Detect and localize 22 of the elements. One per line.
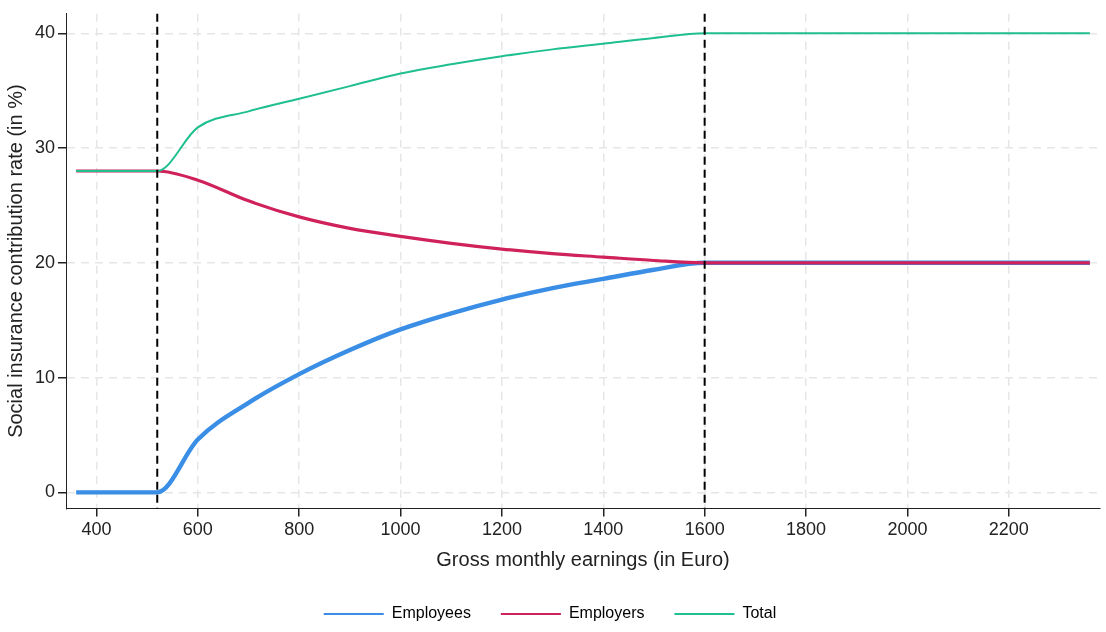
legend-label: Employees: [391, 604, 471, 622]
x-tick-label: 1400: [583, 519, 624, 540]
x-tick-label: 1000: [380, 519, 421, 540]
x-tick-label: 1600: [684, 519, 725, 540]
line-series: [74, 169, 1092, 265]
legend-label: Employers: [568, 604, 645, 622]
x-tick-label: 1200: [481, 519, 522, 540]
x-tick-label: 400: [81, 519, 112, 540]
y-axis-title: Social insurance contribution rate (in %): [3, 84, 26, 438]
line-series: [75, 32, 1091, 173]
x-tick-label: 800: [284, 519, 315, 540]
x-tick-label: 1800: [786, 519, 827, 540]
x-tick-label: 2000: [887, 519, 928, 540]
x-tick-label: 2200: [988, 519, 1029, 540]
y-tick-label: 0: [45, 481, 56, 502]
legend-label: Total: [742, 604, 777, 622]
y-tick-label: 40: [34, 22, 56, 43]
y-tick-label: 10: [34, 366, 56, 387]
y-tick-label: 30: [34, 137, 56, 158]
y-tick-label: 20: [34, 251, 56, 272]
x-tick-label: 600: [182, 519, 213, 540]
x-axis-title: Gross monthly earnings (in Euro): [436, 547, 730, 570]
